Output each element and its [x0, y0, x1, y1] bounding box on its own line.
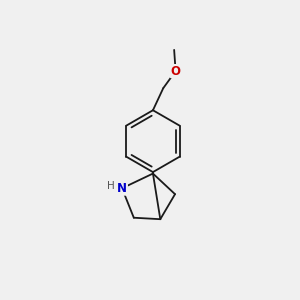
Text: O: O — [171, 64, 181, 78]
Text: N: N — [117, 182, 127, 195]
Text: H: H — [107, 181, 115, 191]
